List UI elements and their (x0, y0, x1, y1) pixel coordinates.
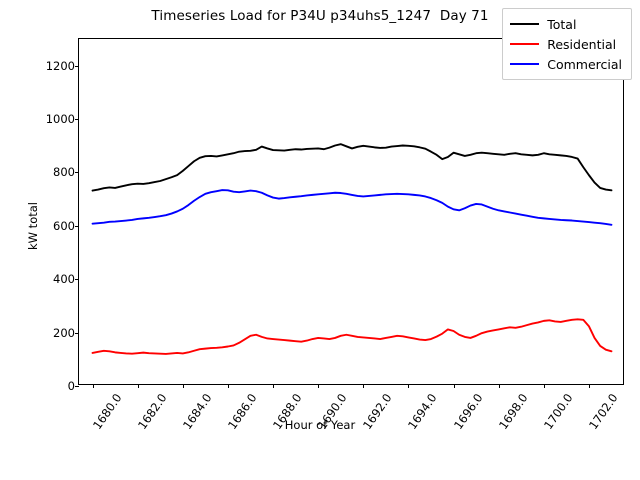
y-tick-mark (75, 332, 79, 334)
legend-item-residential: Residential (510, 34, 622, 54)
legend-swatch-residential (510, 43, 540, 45)
chart-title: Timeseries Load for P34U p34uhs5_1247 Da… (151, 8, 489, 24)
x-tick-mark (588, 384, 590, 388)
x-tick-mark (318, 384, 320, 388)
x-tick-mark (543, 384, 545, 388)
x-tick-mark (453, 384, 455, 388)
x-tick-mark (408, 384, 410, 388)
y-tick-label: 400 (53, 272, 75, 287)
y-tick-label: 1000 (45, 112, 75, 127)
series-line-commercial (91, 189, 613, 226)
legend-label-residential: Residential (547, 36, 617, 52)
y-axis-label: kW total (26, 202, 40, 250)
y-tick-label: 800 (53, 165, 75, 180)
y-tick-mark (75, 225, 79, 227)
legend-item-total: Total (510, 14, 622, 34)
x-tick-mark (498, 384, 500, 388)
plot-lines (91, 143, 613, 355)
legend-item-commercial: Commercial (510, 54, 622, 74)
y-tick-label: 600 (53, 218, 75, 233)
x-tick-mark (137, 384, 139, 388)
x-tick-mark (92, 384, 94, 388)
x-tick-mark (227, 384, 229, 388)
x-tick-mark (182, 384, 184, 388)
y-tick-mark (75, 279, 79, 281)
x-axis-label: Hour of Year (284, 418, 356, 432)
chart-legend: Total Residential Commercial (502, 8, 632, 80)
y-tick-mark (75, 172, 79, 174)
x-tick-mark (273, 384, 275, 388)
y-tick-label: 0 (67, 379, 75, 393)
legend-swatch-commercial (510, 63, 540, 65)
series-line-residential (91, 318, 613, 355)
y-tick-label: 200 (53, 325, 75, 340)
legend-label-total: Total (547, 16, 577, 32)
series-line-total (91, 143, 613, 192)
y-tick-mark (75, 386, 79, 387)
y-tick-mark (75, 119, 79, 121)
x-tick-mark (363, 384, 365, 388)
y-tick-label: 1200 (45, 58, 75, 73)
plot-area: 0 200 400 600 800 1000 1200 1680.0 1682.0 1684.0 1… (46, 38, 624, 432)
legend-label-commercial: Commercial (547, 56, 622, 72)
legend-swatch-total (510, 23, 540, 25)
y-tick-mark (75, 65, 79, 67)
